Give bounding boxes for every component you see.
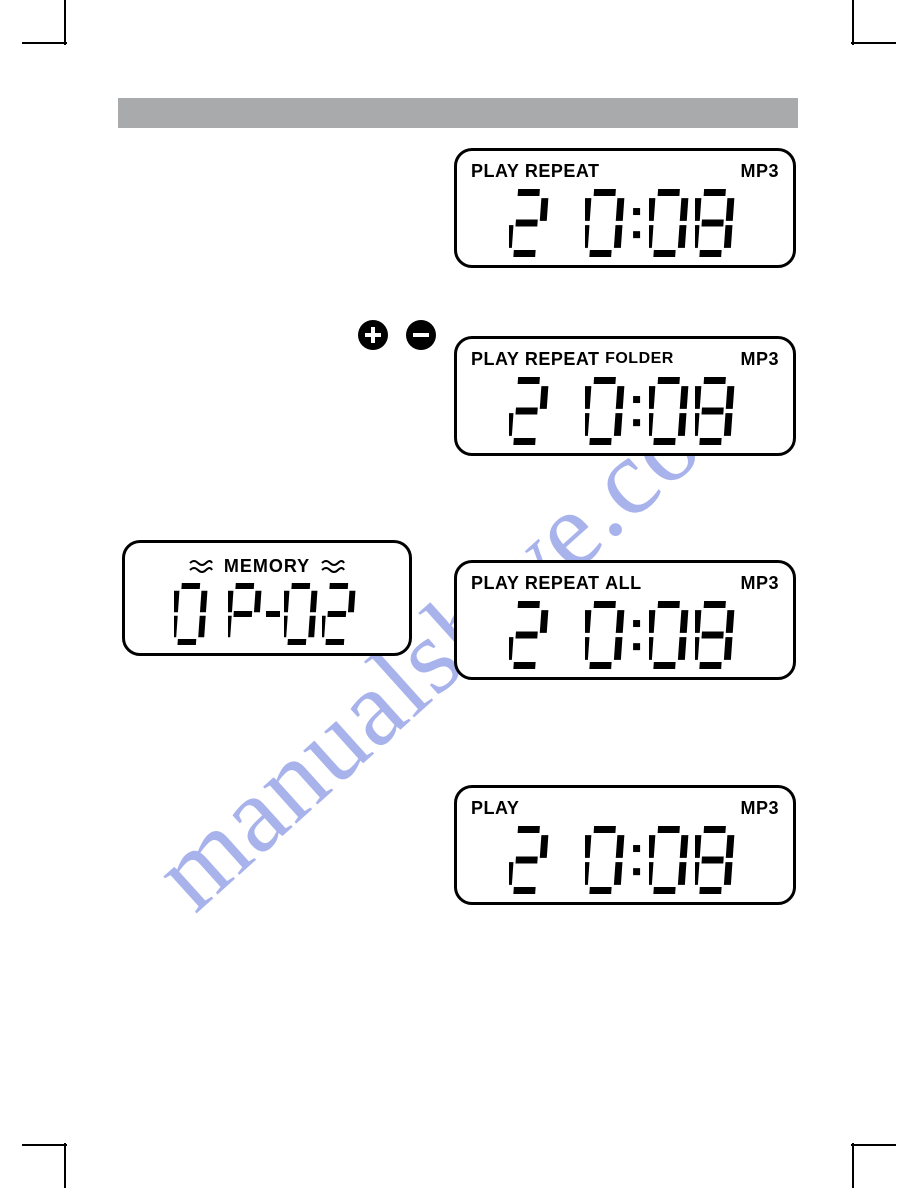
crop-mark <box>22 42 67 44</box>
seven-seg-digit <box>695 826 735 894</box>
header-bar <box>118 98 798 128</box>
crop-mark <box>64 0 66 45</box>
crop-mark <box>852 1143 854 1188</box>
seven-seg-digit <box>228 583 262 645</box>
wave-right-icon <box>320 558 346 574</box>
seven-seg-digit <box>509 601 549 669</box>
label-play: PLAY <box>471 798 519 819</box>
label-play: PLAY <box>471 161 519 182</box>
seven-seg-digit <box>649 189 689 257</box>
lcd-play-repeat-folder: PLAY REPEAT FOLDER MP3 <box>454 336 796 456</box>
label-all: ALL <box>605 573 642 594</box>
plus-minus-icons <box>358 320 436 350</box>
label-mp3: MP3 <box>740 573 779 594</box>
lcd-labels: PLAY REPEAT MP3 <box>471 161 779 181</box>
crop-mark <box>22 1144 67 1146</box>
lcd-digits <box>457 826 793 894</box>
seven-seg-digit <box>284 583 318 645</box>
colon-icon <box>631 601 645 669</box>
plus-icon <box>358 320 388 350</box>
lcd-digits <box>457 601 793 669</box>
lcd-digits <box>457 189 793 257</box>
colon-icon <box>631 377 645 445</box>
lcd-labels: PLAY REPEAT ALL MP3 <box>471 573 779 593</box>
lcd-memory: MEMORY <box>122 540 412 656</box>
lcd-play: PLAY MP3 <box>454 785 796 905</box>
seven-seg-digit <box>649 377 689 445</box>
wave-left-icon <box>188 558 214 574</box>
seven-seg-digit <box>695 601 735 669</box>
seven-seg-digit <box>509 826 549 894</box>
lcd-labels: PLAY MP3 <box>471 798 779 818</box>
label-mp3: MP3 <box>740 349 779 370</box>
colon-icon <box>631 189 645 257</box>
seven-seg-digit <box>585 377 625 445</box>
seven-seg-digit <box>509 189 549 257</box>
memory-label-row: MEMORY <box>125 555 409 577</box>
label-mp3: MP3 <box>740 798 779 819</box>
seven-seg-digit <box>649 826 689 894</box>
label-mp3: MP3 <box>740 161 779 182</box>
document-page: manualshive.com PLAY REPEAT MP3 PLAY REP… <box>0 0 918 1188</box>
lcd-play-repeat-all: PLAY REPEAT ALL MP3 <box>454 560 796 680</box>
crop-mark <box>851 1144 896 1146</box>
label-repeat: REPEAT <box>525 573 600 594</box>
seven-seg-digit <box>174 583 208 645</box>
lcd-play-repeat: PLAY REPEAT MP3 <box>454 148 796 268</box>
seven-seg-digit <box>695 377 735 445</box>
lcd-digits <box>457 377 793 445</box>
minus-icon <box>406 320 436 350</box>
seven-seg-digit <box>509 377 549 445</box>
crop-mark <box>852 0 854 45</box>
seven-seg-digit <box>585 601 625 669</box>
colon-icon <box>631 826 645 894</box>
label-play: PLAY <box>471 573 519 594</box>
crop-mark <box>64 1143 66 1188</box>
lcd-labels: PLAY REPEAT FOLDER MP3 <box>471 349 779 369</box>
label-folder: FOLDER <box>605 350 674 368</box>
lcd-digits <box>125 583 409 645</box>
memory-label: MEMORY <box>220 556 314 576</box>
seven-seg-digit <box>695 189 735 257</box>
seven-seg-digit <box>585 826 625 894</box>
label-play: PLAY <box>471 349 519 370</box>
crop-mark <box>851 42 896 44</box>
seven-seg-digit <box>322 583 356 645</box>
label-repeat: REPEAT <box>525 349 600 370</box>
dash-icon <box>264 583 282 645</box>
seven-seg-digit <box>585 189 625 257</box>
seven-seg-digit <box>649 601 689 669</box>
label-repeat: REPEAT <box>525 161 600 182</box>
